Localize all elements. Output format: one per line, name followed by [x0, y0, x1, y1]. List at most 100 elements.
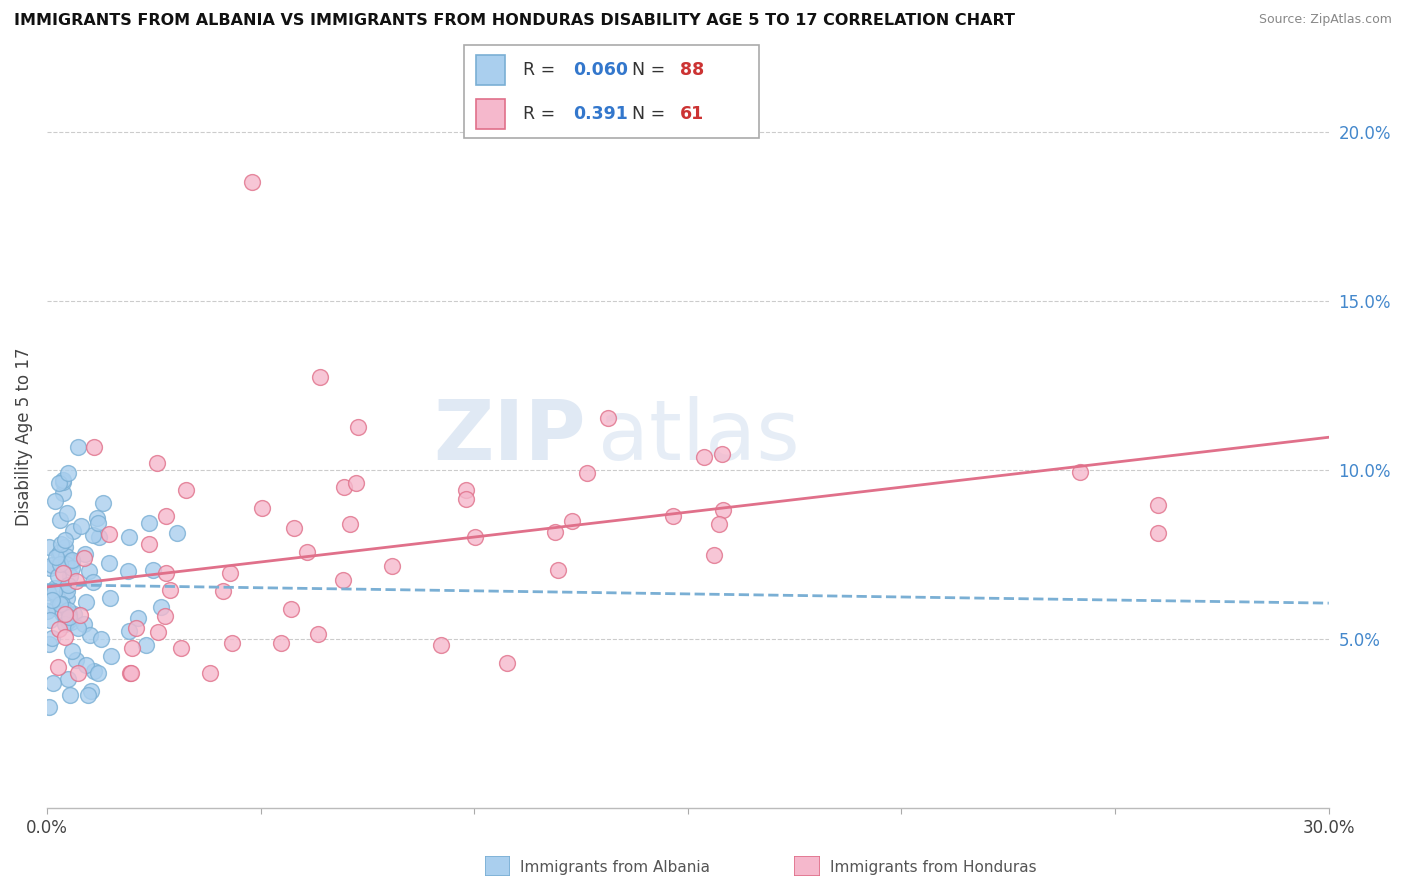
Point — [155, 566, 177, 580]
Point — [170, 640, 193, 655]
Point — [55, 591, 77, 605]
Point — [693, 450, 716, 465]
Text: 0.060: 0.060 — [574, 61, 628, 78]
Point — [344, 475, 367, 490]
Point — [283, 521, 305, 535]
Point — [218, 566, 240, 580]
Point — [142, 563, 165, 577]
Point — [146, 624, 169, 639]
Point — [87, 666, 110, 681]
Point — [53, 630, 76, 644]
Point — [65, 653, 87, 667]
Point — [496, 656, 519, 670]
Point — [48, 547, 70, 561]
Point — [155, 508, 177, 523]
Point — [51, 537, 73, 551]
Point — [346, 420, 368, 434]
Point — [174, 483, 197, 497]
Point — [59, 615, 82, 629]
Point — [38, 541, 60, 555]
Point — [91, 496, 114, 510]
Point — [120, 666, 142, 681]
Point — [77, 564, 100, 578]
Bar — [475, 99, 505, 129]
Point — [56, 603, 79, 617]
Text: R =: R = — [523, 61, 561, 78]
Point — [270, 636, 292, 650]
Bar — [475, 55, 505, 85]
Point — [118, 624, 141, 639]
Text: Immigrants from Albania: Immigrants from Albania — [520, 860, 710, 874]
Point — [58, 607, 80, 621]
Point — [280, 601, 302, 615]
Point — [67, 440, 90, 454]
Text: R =: R = — [523, 105, 561, 123]
Point — [711, 447, 734, 461]
Point — [52, 473, 75, 487]
Point — [79, 628, 101, 642]
Point — [56, 583, 79, 598]
Point — [48, 475, 70, 490]
Point — [51, 606, 73, 620]
Point — [53, 616, 76, 631]
Point — [146, 456, 169, 470]
Point — [1147, 498, 1170, 512]
Point — [62, 524, 84, 538]
Point — [240, 176, 263, 190]
Point — [711, 503, 734, 517]
Point — [98, 591, 121, 605]
Point — [48, 622, 70, 636]
Point — [598, 410, 620, 425]
Point — [42, 675, 65, 690]
Point — [72, 616, 94, 631]
Point — [661, 509, 683, 524]
Point — [44, 493, 66, 508]
Point — [118, 530, 141, 544]
Point — [60, 644, 83, 658]
Point — [59, 569, 82, 583]
Point — [60, 553, 83, 567]
Point — [66, 621, 89, 635]
Point — [159, 583, 181, 598]
Point — [118, 666, 141, 681]
Point — [38, 561, 60, 575]
Point — [60, 561, 83, 575]
Point — [35, 603, 58, 617]
Point — [127, 611, 149, 625]
Point — [339, 517, 361, 532]
Point — [51, 597, 73, 611]
Point — [45, 550, 67, 565]
Point — [117, 564, 139, 578]
Point — [56, 673, 79, 687]
Text: 88: 88 — [679, 61, 704, 78]
Point — [200, 666, 222, 681]
Point — [73, 547, 96, 561]
Point — [63, 607, 86, 621]
Point — [41, 592, 63, 607]
Point — [82, 528, 104, 542]
Point — [58, 610, 80, 624]
Point — [46, 569, 69, 583]
Point — [98, 556, 121, 570]
Text: N =: N = — [633, 61, 671, 78]
Text: Immigrants from Honduras: Immigrants from Honduras — [830, 860, 1036, 874]
Point — [381, 558, 404, 573]
Text: Source: ZipAtlas.com: Source: ZipAtlas.com — [1258, 13, 1392, 27]
Text: N =: N = — [633, 105, 671, 123]
Point — [41, 558, 63, 573]
Point — [59, 688, 82, 702]
Point — [56, 577, 79, 591]
Point — [544, 524, 567, 539]
Point — [49, 513, 72, 527]
Point — [59, 553, 82, 567]
Point — [42, 585, 65, 599]
Point — [44, 581, 66, 595]
Point — [252, 500, 274, 515]
Text: atlas: atlas — [598, 396, 800, 476]
Point — [454, 492, 477, 507]
Point — [46, 660, 69, 674]
Point — [221, 636, 243, 650]
Point — [98, 527, 121, 541]
Point — [39, 613, 62, 627]
Point — [60, 555, 83, 569]
